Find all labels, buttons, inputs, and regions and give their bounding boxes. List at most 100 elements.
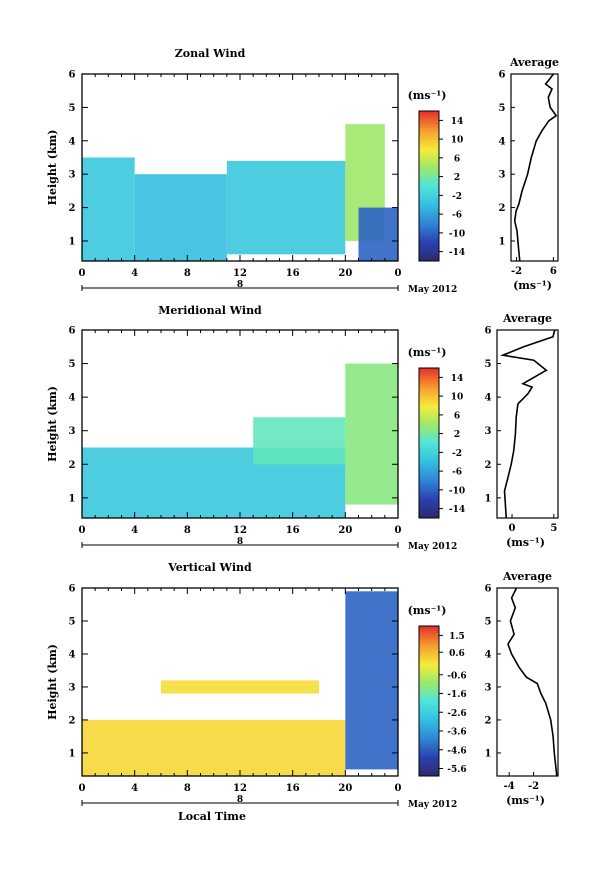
average-y-tick-label: 3 — [485, 426, 492, 437]
colorbar-tick-label: 6 — [454, 154, 460, 164]
colorbar-tick-label: 0.6 — [449, 649, 465, 659]
average-x-tick-label: -2 — [528, 781, 539, 792]
y-tick-label: 3 — [69, 426, 76, 437]
average-profile-line — [513, 73, 558, 262]
day-label: 8 — [237, 795, 243, 805]
average-frame — [510, 73, 559, 262]
panel-title: Vertical Wind — [167, 561, 252, 574]
day-label: 8 — [237, 537, 243, 547]
average-y-tick-label: 3 — [485, 682, 492, 693]
y-tick-label: 3 — [69, 682, 76, 693]
y-axis-label: Height (km) — [46, 386, 59, 462]
x-tick-label: 4 — [131, 783, 138, 794]
heatmap-cell — [345, 591, 398, 770]
colorbar-tick-label: -5.6 — [447, 765, 466, 775]
average-frame — [496, 329, 559, 519]
colorbar-tick-label: -4.6 — [447, 746, 466, 756]
average-y-tick-label: 2 — [485, 715, 492, 726]
y-tick-label: 6 — [69, 326, 76, 337]
date-label: May 2012 — [408, 542, 457, 552]
x-tick-label: 0 — [395, 525, 402, 536]
x-tick-label: 12 — [233, 525, 247, 536]
date-label: May 2012 — [408, 285, 457, 295]
average-unit-label: (ms⁻¹) — [506, 536, 545, 549]
colorbar-tick-label: 10 — [451, 136, 464, 146]
colorbar-tick-label: -2 — [452, 192, 462, 202]
y-tick-label: 5 — [69, 616, 76, 627]
y-tick-label: 3 — [69, 170, 76, 181]
heatmap-cell — [345, 363, 398, 505]
colorbar-tick-label: -14 — [449, 248, 465, 258]
heatmap-cell — [226, 160, 346, 255]
x-tick-label: 0 — [79, 783, 86, 794]
colorbar-tick-label: -1.6 — [447, 690, 466, 700]
average-x-tick-label: 5 — [550, 523, 557, 534]
x-tick-label: 16 — [286, 268, 300, 279]
colorbar-tick-label: -2.6 — [447, 709, 466, 719]
average-unit-label: (ms⁻¹) — [513, 279, 552, 292]
heatmap-cell — [82, 157, 135, 261]
x-axis-label: Local Time — [178, 810, 246, 823]
x-tick-label: 0 — [79, 268, 86, 279]
colorbar — [418, 110, 440, 262]
colorbar-tick-label: -10 — [449, 229, 465, 239]
x-tick-label: 12 — [233, 783, 247, 794]
x-tick-label: 20 — [338, 525, 352, 536]
x-tick-label: 4 — [131, 525, 138, 536]
y-tick-label: 4 — [69, 393, 76, 404]
average-x-tick-label: 0 — [509, 523, 516, 534]
average-y-tick-label: 1 — [499, 236, 506, 247]
average-x-tick-label: -2 — [511, 266, 522, 277]
y-tick-label: 4 — [69, 649, 76, 660]
average-y-tick-label: 6 — [499, 70, 506, 81]
colorbar-tick-label: 10 — [451, 393, 464, 403]
average-y-tick-label: 4 — [499, 136, 506, 147]
heatmap-cell — [253, 417, 346, 465]
x-tick-label: 8 — [184, 268, 191, 279]
average-frame — [496, 587, 559, 777]
heatmap-cell — [358, 207, 398, 261]
average-profile-line — [499, 329, 556, 519]
x-tick-label: 16 — [286, 783, 300, 794]
y-tick-label: 2 — [69, 715, 76, 726]
heatmap-cell — [82, 719, 346, 776]
average-y-tick-label: 4 — [485, 649, 492, 660]
average-y-tick-label: 1 — [485, 493, 492, 504]
heatmap-cell — [134, 174, 227, 261]
average-title: Average — [502, 570, 552, 583]
average-y-tick-label: 5 — [485, 359, 492, 370]
colorbar — [418, 367, 440, 519]
colorbar — [418, 625, 440, 777]
colorbar-tick-label: -3.6 — [447, 728, 466, 738]
y-axis-label: Height (km) — [46, 644, 59, 720]
colorbar-tick-label: 14 — [451, 374, 464, 384]
colorbar-tick-label: -14 — [449, 505, 465, 515]
colorbar-unit-label: (ms⁻¹) — [408, 346, 447, 359]
average-y-tick-label: 5 — [499, 103, 506, 114]
x-tick-label: 16 — [286, 525, 300, 536]
x-tick-label: 8 — [184, 525, 191, 536]
average-unit-label: (ms⁻¹) — [506, 794, 545, 807]
colorbar-tick-label: 14 — [451, 117, 464, 127]
average-y-tick-label: 5 — [485, 616, 492, 627]
x-tick-label: 4 — [131, 268, 138, 279]
y-tick-label: 5 — [69, 359, 76, 370]
average-title: Average — [502, 312, 552, 325]
day-label: 8 — [237, 280, 243, 290]
panel-title: Meridional Wind — [158, 304, 262, 317]
x-tick-label: 20 — [338, 783, 352, 794]
y-tick-label: 1 — [69, 748, 76, 759]
y-tick-label: 6 — [69, 70, 76, 81]
colorbar-tick-label: -6 — [452, 211, 462, 221]
x-tick-label: 12 — [233, 268, 247, 279]
colorbar-tick-label: -6 — [452, 468, 462, 478]
average-y-tick-label: 2 — [499, 203, 506, 214]
average-x-tick-label: -4 — [504, 781, 515, 792]
y-tick-label: 2 — [69, 460, 76, 471]
x-tick-label: 0 — [395, 783, 402, 794]
colorbar-tick-label: 6 — [454, 411, 460, 421]
average-y-tick-label: 6 — [485, 326, 492, 337]
colorbar-tick-label: 1.5 — [449, 632, 465, 642]
y-tick-label: 2 — [69, 203, 76, 214]
